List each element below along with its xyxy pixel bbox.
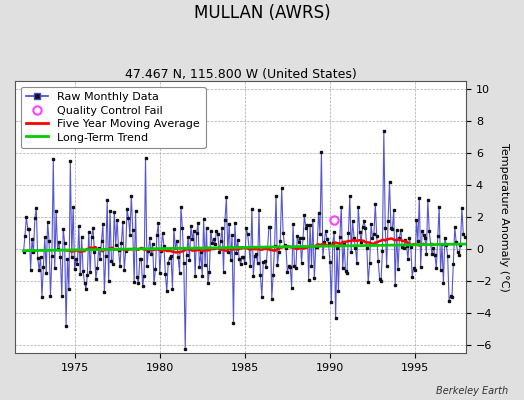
Text: MULLAN (AWRS): MULLAN (AWRS) [194, 4, 330, 22]
Legend: Raw Monthly Data, Quality Control Fail, Five Year Moving Average, Long-Term Tren: Raw Monthly Data, Quality Control Fail, … [20, 86, 205, 148]
Title: 47.467 N, 115.800 W (United States): 47.467 N, 115.800 W (United States) [125, 68, 356, 81]
Y-axis label: Temperature Anomaly (°C): Temperature Anomaly (°C) [499, 143, 509, 292]
Text: Berkeley Earth: Berkeley Earth [436, 386, 508, 396]
